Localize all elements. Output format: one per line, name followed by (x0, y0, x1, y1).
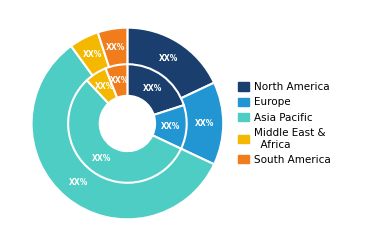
Legend: North America, Europe, Asia Pacific, Middle East &
  Africa, South America: North America, Europe, Asia Pacific, Mid… (236, 80, 333, 167)
Wedge shape (152, 105, 187, 149)
Wedge shape (127, 28, 214, 99)
Text: XX%: XX% (106, 43, 125, 52)
Text: XX%: XX% (161, 122, 180, 131)
Text: XX%: XX% (92, 154, 112, 163)
Text: XX%: XX% (94, 82, 114, 91)
Wedge shape (71, 32, 109, 76)
Text: XX%: XX% (83, 50, 102, 59)
Text: XX%: XX% (110, 76, 129, 85)
Wedge shape (105, 64, 127, 98)
Wedge shape (68, 80, 181, 183)
Wedge shape (127, 64, 184, 115)
Text: XX%: XX% (195, 119, 214, 128)
Wedge shape (98, 28, 127, 68)
Text: XX%: XX% (143, 84, 163, 93)
Wedge shape (87, 68, 117, 103)
Wedge shape (180, 83, 223, 164)
Text: XX%: XX% (159, 54, 178, 63)
Text: XX%: XX% (69, 178, 88, 187)
Wedge shape (32, 46, 214, 219)
